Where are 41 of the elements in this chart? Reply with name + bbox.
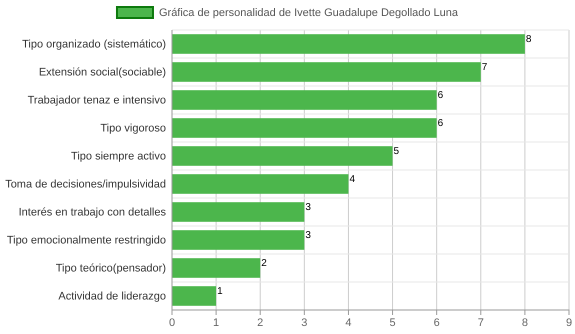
y-tick-label: Tipo teórico(pensador) <box>56 262 166 275</box>
x-tick-label: 0 <box>168 316 176 329</box>
data-label: 6 <box>438 118 444 129</box>
bar <box>172 174 348 194</box>
bar <box>172 230 304 250</box>
x-tick-label: 9 <box>566 316 572 329</box>
x-tick-label: 5 <box>389 316 396 329</box>
x-tick-label: 6 <box>434 316 440 329</box>
y-tick-label: Tipo vigoroso <box>100 122 166 135</box>
data-label: 4 <box>349 174 356 185</box>
bar <box>172 146 393 166</box>
y-tick-label: Tipo emocionalmente restringido <box>6 234 166 247</box>
x-tick-label: 1 <box>213 316 220 329</box>
y-tick-label: Interés en trabajo con detalles <box>18 206 166 219</box>
data-label: 6 <box>438 90 444 101</box>
data-label: 5 <box>394 146 400 157</box>
x-tick-label: 3 <box>301 316 308 329</box>
x-tick-label: 4 <box>345 316 352 329</box>
data-label: 7 <box>482 62 488 73</box>
bar <box>172 34 525 54</box>
data-label: 8 <box>526 34 532 45</box>
y-tick-label: Extensión social(sociable) <box>38 66 166 79</box>
bar <box>172 118 437 138</box>
x-tick-label: 2 <box>257 316 264 329</box>
bar <box>172 258 260 278</box>
bar <box>172 286 216 306</box>
data-label: 3 <box>305 230 312 241</box>
y-tick-label: Tipo siempre activo <box>71 150 166 163</box>
bar <box>172 62 481 82</box>
bar <box>172 202 304 222</box>
x-tick-label: 8 <box>522 316 528 329</box>
y-tick-label: Tipo organizado (sistemático) <box>22 38 166 51</box>
y-tick-label: Trabajador tenaz e intensivo <box>28 94 166 107</box>
legend-label: Gráfica de personalidad de Ivette Guadalupe Degollado Luna <box>158 7 459 19</box>
data-label: 2 <box>261 258 268 269</box>
y-tick-label: Actividad de liderazgo <box>58 290 166 303</box>
y-tick-label: Toma de decisiones/impulsividad <box>5 178 166 191</box>
x-tick-label: 7 <box>478 316 484 329</box>
bar <box>172 90 437 110</box>
data-label: 3 <box>305 202 312 213</box>
data-label: 1 <box>217 286 224 297</box>
